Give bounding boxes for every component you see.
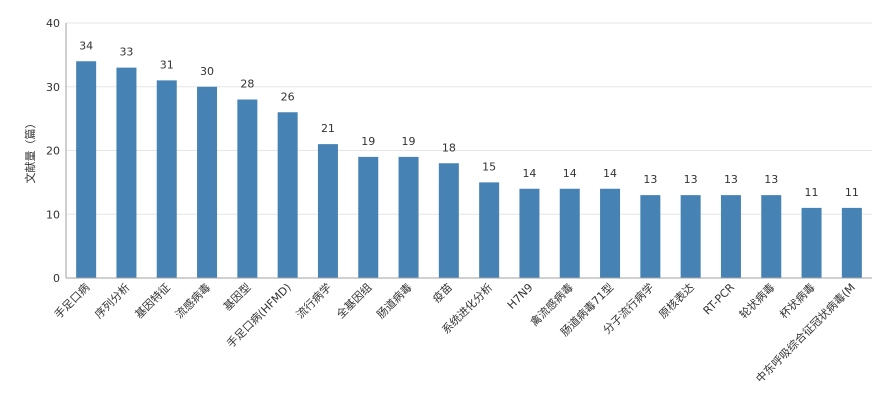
x-tick-label: H7N9 bbox=[505, 281, 536, 312]
bar-value-label: 14 bbox=[603, 167, 617, 180]
bar-value-label: 13 bbox=[684, 173, 698, 186]
bar-value-label: 14 bbox=[522, 167, 536, 180]
bar[interactable] bbox=[479, 182, 500, 278]
bar[interactable] bbox=[559, 188, 580, 278]
x-tick-label: 流行病学 bbox=[293, 280, 334, 321]
x-tick-label: 全基因组 bbox=[333, 280, 374, 321]
bar-value-label: 19 bbox=[361, 135, 375, 148]
bar[interactable] bbox=[317, 144, 338, 278]
x-tick-label: 基因特征 bbox=[132, 280, 173, 321]
x-tick-label: 流感病毒 bbox=[172, 280, 213, 321]
bar-value-label: 14 bbox=[563, 167, 577, 180]
x-tick-label: 序列分析 bbox=[92, 280, 133, 321]
x-tick-label: 轮状病毒 bbox=[736, 280, 777, 321]
bar[interactable] bbox=[197, 86, 218, 278]
x-tick-label: 杯状病毒 bbox=[777, 280, 818, 321]
x-tick-label: 肠道病毒 bbox=[374, 280, 415, 321]
bar-value-label: 21 bbox=[321, 122, 335, 135]
bar[interactable] bbox=[720, 195, 741, 278]
y-tick-label: 40 bbox=[46, 17, 60, 30]
x-tick-label: 疫苗 bbox=[430, 280, 455, 305]
bar-value-label: 13 bbox=[724, 173, 738, 186]
bar-value-label: 18 bbox=[442, 141, 456, 154]
y-tick-label: 10 bbox=[46, 208, 60, 221]
bar[interactable] bbox=[277, 112, 298, 278]
x-tick-label: 基因型 bbox=[220, 280, 253, 313]
y-tick-label: 20 bbox=[46, 145, 60, 158]
bar-value-label: 28 bbox=[240, 78, 254, 91]
bar-value-label: 13 bbox=[643, 173, 657, 186]
bar[interactable] bbox=[519, 188, 540, 278]
bar-value-label: 13 bbox=[764, 173, 778, 186]
bar[interactable] bbox=[398, 156, 419, 278]
bar[interactable] bbox=[358, 156, 379, 278]
bar[interactable] bbox=[237, 99, 258, 279]
bar[interactable] bbox=[438, 163, 459, 278]
x-tick-label: RT-PCR bbox=[701, 281, 738, 318]
bar[interactable] bbox=[801, 207, 822, 278]
bar-value-label: 19 bbox=[402, 135, 416, 148]
bar[interactable] bbox=[600, 188, 621, 278]
bar-layer bbox=[76, 61, 862, 278]
bar-value-label: 34 bbox=[79, 39, 93, 52]
bar-value-label: 30 bbox=[200, 65, 214, 78]
bar-value-label: 15 bbox=[482, 160, 496, 173]
y-tick-label: 30 bbox=[46, 81, 60, 94]
bar[interactable] bbox=[761, 195, 782, 278]
axis-layer bbox=[65, 23, 872, 279]
bar-value-label: 11 bbox=[845, 186, 859, 199]
bar[interactable] bbox=[156, 80, 177, 278]
y-axis-title: 文献量（篇） bbox=[23, 118, 37, 184]
bar[interactable] bbox=[841, 207, 862, 278]
x-tick-label: 手足口病 bbox=[51, 280, 92, 321]
bar-value-label: 11 bbox=[805, 186, 819, 199]
x-tick-label: 原核表达 bbox=[656, 280, 697, 321]
bar[interactable] bbox=[76, 61, 97, 278]
y-tick-label: 0 bbox=[53, 272, 60, 285]
bar-value-label: 31 bbox=[160, 58, 174, 71]
bar[interactable] bbox=[640, 195, 661, 278]
bar-value-label: 33 bbox=[119, 46, 133, 59]
bar[interactable] bbox=[116, 67, 137, 278]
bar-value-label: 26 bbox=[281, 90, 295, 103]
grid-layer bbox=[66, 22, 872, 215]
bar[interactable] bbox=[680, 195, 701, 278]
